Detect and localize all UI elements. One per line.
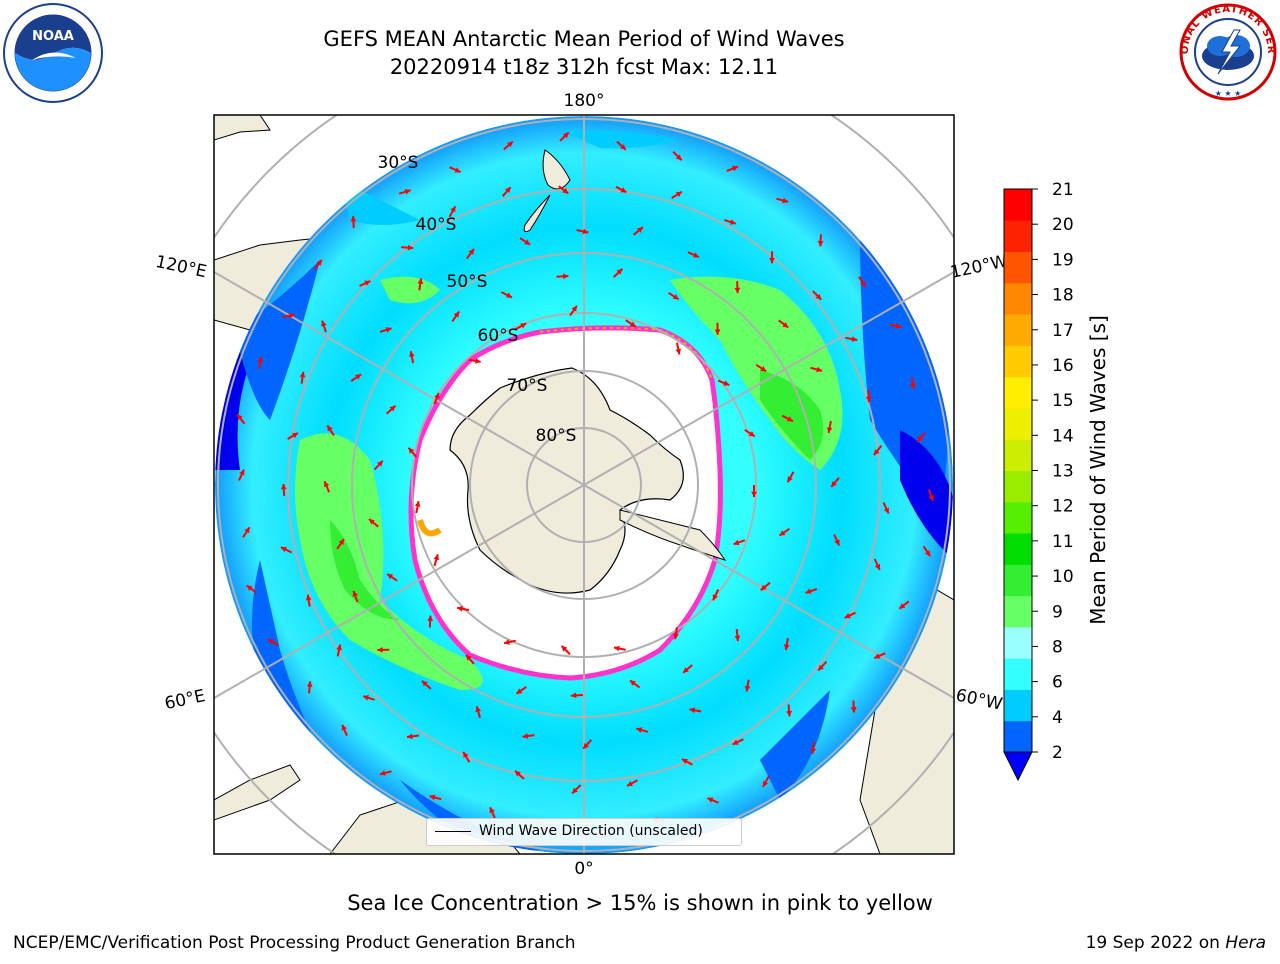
colorbar-tick-label: 15 <box>1052 391 1074 411</box>
colorbar-under-triangle <box>1004 752 1032 780</box>
lon-label-120w: 120°W <box>949 251 1010 283</box>
colorbar-swatch <box>1004 314 1032 346</box>
colorbar-swatch <box>1004 283 1032 315</box>
lon-label-180: 180° <box>564 91 605 111</box>
colorbar-swatch <box>1004 252 1032 284</box>
colorbar-tick-label: 14 <box>1052 426 1074 446</box>
lon-label-0: 0° <box>574 859 593 879</box>
lat-label-80s: 80°S <box>536 426 577 446</box>
colorbar-tick-label: 19 <box>1052 250 1074 270</box>
colorbar-swatch <box>1004 658 1032 690</box>
lat-label-60s: 60°S <box>478 326 519 346</box>
colorbar-tick-label: 16 <box>1052 356 1074 376</box>
lat-label-70s: 70°S <box>507 376 548 396</box>
colorbar-tick-label: 12 <box>1052 497 1074 517</box>
date-line: 19 Sep 2022 on Hera <box>1086 933 1266 953</box>
machine-name: Hera <box>1225 933 1266 953</box>
lon-label-120e: 120°E <box>154 252 209 282</box>
lon-label-60e: 60°E <box>163 686 207 714</box>
legend-label: Wind Wave Direction (unscaled) <box>479 823 703 839</box>
colorbar-swatch <box>1004 502 1032 534</box>
colorbar-tick-label: 20 <box>1052 215 1074 235</box>
colorbar-swatch <box>1004 533 1032 565</box>
colorbar-swatch <box>1004 564 1032 596</box>
colorbar-tick-label: 10 <box>1052 567 1074 587</box>
colorbar-tick-label: 4 <box>1052 708 1063 728</box>
colorbar-label: Mean Period of Wind Waves [s] <box>1086 315 1110 625</box>
colorbar-swatch <box>1004 471 1032 503</box>
colorbar-tick-label: 13 <box>1052 462 1074 482</box>
sea-ice-note-text: Sea Ice Concentration > 15% is shown in … <box>347 891 933 915</box>
legend-line-swatch <box>435 831 471 832</box>
credit-text: NCEP/EMC/Verification Post Processing Pr… <box>13 933 576 953</box>
colorbar-tick-label: 6 <box>1052 673 1063 693</box>
colorbar-swatch <box>1004 721 1032 753</box>
colorbar-tick-label: 18 <box>1052 286 1074 306</box>
colorbar-swatch <box>1004 345 1032 377</box>
colorbar-tick-label: 11 <box>1052 532 1074 552</box>
colorbar-swatch <box>1004 596 1032 628</box>
colorbar-tick-label: 2 <box>1052 743 1063 763</box>
colorbar-tick-label: 17 <box>1052 321 1074 341</box>
colorbar-swatch <box>1004 439 1032 471</box>
lat-label-30s: 30°S <box>378 153 419 173</box>
colorbar-swatch <box>1004 220 1032 252</box>
colorbar-swatch <box>1004 377 1032 409</box>
map-legend: Wind Wave Direction (unscaled) <box>426 818 742 846</box>
colorbar-swatch <box>1004 408 1032 440</box>
colorbar-swatch <box>1004 627 1032 659</box>
date-text: 19 Sep 2022 on <box>1086 933 1226 953</box>
lon-label-60w: 60°W <box>954 685 1004 714</box>
colorbar: 2 4 6 8 9 10 11 12 13 14 15 16 17 18 19 20 21 <box>1004 180 1074 780</box>
colorbar-swatch <box>1004 189 1032 221</box>
lat-label-50s: 50°S <box>447 272 488 292</box>
lat-label-40s: 40°S <box>416 215 457 235</box>
sea-ice-note: Sea Ice Concentration > 15% is shown in … <box>0 891 1280 915</box>
colorbar-tick-label: 9 <box>1052 602 1063 622</box>
colorbar-tick-label: 8 <box>1052 637 1063 657</box>
colorbar-swatch <box>1004 689 1032 721</box>
colorbar-tick-label: 21 <box>1052 180 1074 200</box>
